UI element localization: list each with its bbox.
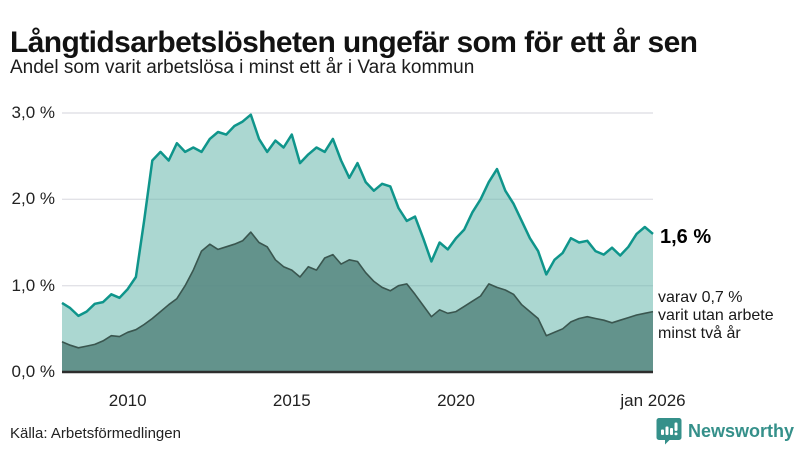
x-axis: 2010 2015 2020 jan 2026 <box>0 391 800 415</box>
brand-logo: Newsworthy <box>656 417 794 445</box>
annotation-line: varav 0,7 % <box>658 289 743 306</box>
annotation-line: minst två år <box>658 325 741 342</box>
newsworthy-icon <box>656 418 682 445</box>
total-line <box>61 113 654 318</box>
x-tick-label: 2020 <box>437 391 475 410</box>
y-tick-label: 1,0 % <box>11 275 55 295</box>
chart-subtitle: Andel som varit arbetslösa i minst ett å… <box>10 57 475 78</box>
x-tick-label: jan 2026 <box>620 391 686 410</box>
y-tick-label: 3,0 % <box>11 103 55 122</box>
y-tick-label: 2,0 % <box>11 189 55 209</box>
y-axis: 0,0 % 1,0 % 2,0 % 3,0 % <box>0 0 57 450</box>
y-tick-label: 0,0 % <box>11 362 55 381</box>
twoyear-area <box>62 232 653 372</box>
series-end-label-twoyear: varav 0,7 % varit utan arbete minst två … <box>658 289 774 343</box>
x-tick-label: 2010 <box>108 391 147 410</box>
page-title: Långtidsarbetslösheten ungefär som för e… <box>10 26 698 60</box>
twoyear-line <box>61 231 654 349</box>
source-note: Källa: Arbetsförmedlingen <box>10 425 181 442</box>
brand-name: Newsworthy <box>687 420 794 441</box>
series-end-label-total: 1,6 % <box>660 226 712 248</box>
x-tick-label: 2015 <box>272 391 311 410</box>
annotation-line: varit utan arbete <box>658 307 774 324</box>
